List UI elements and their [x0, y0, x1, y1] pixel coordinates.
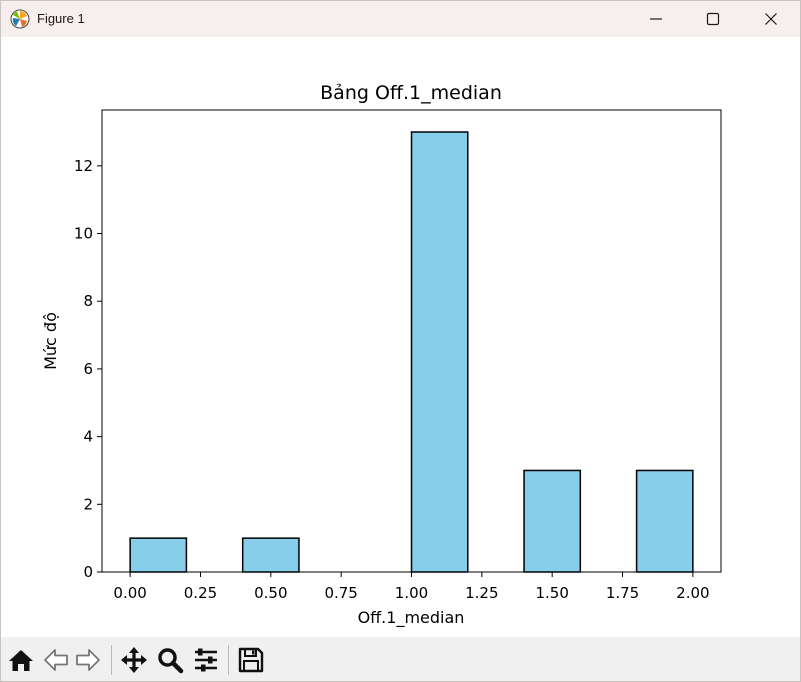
y-tick-label: 8	[83, 292, 93, 310]
move-icon	[121, 647, 147, 673]
y-tick-label: 6	[83, 360, 93, 378]
histogram-bar	[523, 469, 582, 573]
pan-button[interactable]	[120, 646, 148, 674]
y-axis-label: Mức độ	[41, 312, 60, 370]
save-button[interactable]	[237, 646, 265, 674]
title-bar[interactable]: Figure 1	[1, 1, 800, 37]
minimize-button[interactable]	[633, 1, 679, 37]
maximize-button[interactable]	[690, 1, 736, 37]
histogram-bar	[635, 469, 694, 573]
x-tick-label: 1.75	[606, 584, 639, 602]
toolbar-separator	[228, 645, 229, 675]
save-icon	[238, 647, 264, 673]
close-icon	[765, 13, 777, 25]
x-tick-label: 1.00	[395, 584, 428, 602]
configure-subplots-button[interactable]	[192, 646, 220, 674]
x-tick-label: 0.75	[324, 584, 357, 602]
y-tick-label: 4	[83, 428, 93, 446]
home-button[interactable]	[7, 646, 35, 674]
toolbar-separator	[111, 645, 112, 675]
minimize-icon	[650, 18, 662, 20]
window-title: Figure 1	[37, 11, 85, 26]
x-tick-label: 1.50	[535, 584, 568, 602]
histogram-bar	[129, 537, 188, 573]
x-axis: 0.00 0.25 0.50 0.75 1.00 1.25 1.50 1.75 2.00	[113, 572, 710, 602]
maximize-icon	[706, 12, 720, 26]
x-tick-label: 1.25	[465, 584, 498, 602]
y-tick-label: 0	[83, 563, 93, 581]
y-axis: 0 2 4 6 8 10 12	[74, 157, 102, 581]
bars-layer	[129, 131, 694, 573]
y-tick-label: 2	[83, 495, 93, 513]
x-tick-label: 0.50	[254, 584, 287, 602]
y-tick-label: 12	[74, 157, 93, 175]
matplotlib-logo-icon	[10, 9, 30, 29]
home-icon	[9, 650, 33, 671]
zoom-icon	[158, 648, 184, 674]
back-button[interactable]	[42, 646, 70, 674]
figure-canvas[interactable]: Bảng Off.1_median 0.00 0.25 0.50 0.75 1.00 1.…	[1, 37, 800, 637]
chart-title: Bảng Off.1_median	[320, 82, 502, 104]
x-tick-label: 2.00	[676, 584, 709, 602]
x-tick-label: 0.00	[113, 584, 146, 602]
forward-button[interactable]	[74, 646, 102, 674]
sliders-icon	[195, 648, 217, 672]
x-tick-label: 0.25	[184, 584, 217, 602]
zoom-button[interactable]	[156, 646, 184, 674]
forward-arrow-icon	[76, 649, 100, 671]
histogram-bar	[410, 131, 469, 573]
back-arrow-icon	[44, 649, 68, 671]
navigation-toolbar	[1, 637, 800, 681]
histogram-bar	[241, 537, 300, 573]
x-axis-label: Off.1_median	[358, 608, 465, 628]
y-tick-label: 10	[74, 225, 93, 243]
close-button[interactable]	[748, 1, 794, 37]
